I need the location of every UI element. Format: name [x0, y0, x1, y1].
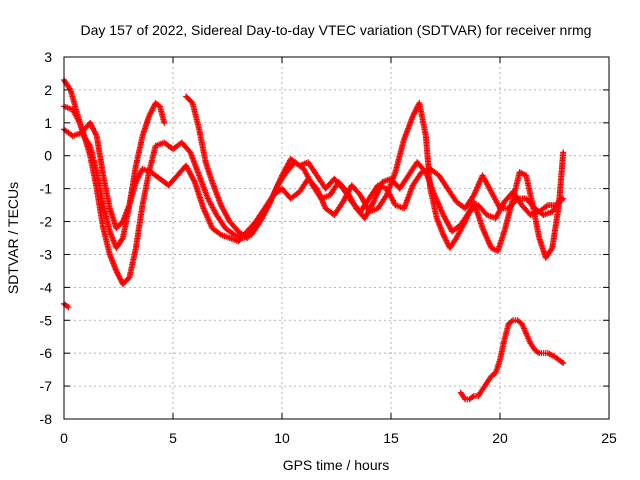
- grid: [64, 57, 609, 419]
- axis-ticks: [63, 56, 610, 420]
- y-tick-label: -5: [40, 312, 53, 328]
- data-point: [513, 196, 520, 203]
- y-tick-label: -1: [40, 181, 53, 197]
- y-tick-label: 1: [44, 115, 52, 131]
- series-trace-5: [61, 300, 72, 311]
- data-point: [558, 195, 565, 202]
- x-tick-label: 5: [169, 430, 177, 446]
- series-trace-4: [183, 93, 565, 241]
- y-axis-label: SDTVAR / TECUs: [5, 182, 21, 294]
- y-tick-label: -6: [40, 345, 53, 361]
- data-markers: [61, 77, 567, 403]
- x-tick-label: 20: [492, 430, 508, 446]
- data-point: [65, 304, 72, 311]
- x-tick-label: 25: [601, 430, 617, 446]
- y-tick-label: -4: [40, 279, 53, 295]
- y-tick-label: 2: [44, 82, 52, 98]
- y-tick-label: 0: [44, 148, 52, 164]
- chart-title: Day 157 of 2022, Sidereal Day-to-day VTE…: [81, 22, 592, 38]
- x-tick-label: 10: [274, 430, 290, 446]
- x-axis-label: GPS time / hours: [283, 457, 390, 473]
- data-point: [560, 149, 567, 156]
- x-tick-label: 0: [60, 430, 68, 446]
- plot-frame: [63, 56, 610, 420]
- data-point: [161, 119, 168, 126]
- data-point: [560, 360, 567, 367]
- tick-labels: 0 5 10 15 20 25 -8 -7 -6 -5 -4 -3 -2 -1 0 1 2 3: [40, 49, 617, 446]
- y-tick-label: -3: [40, 246, 53, 262]
- x-tick-label: 15: [383, 430, 399, 446]
- series-trace-6: [457, 317, 567, 403]
- y-tick-label: -2: [40, 214, 53, 230]
- y-tick-label: -8: [40, 411, 53, 427]
- y-tick-label: 3: [44, 49, 52, 65]
- y-tick-label: -7: [40, 378, 53, 394]
